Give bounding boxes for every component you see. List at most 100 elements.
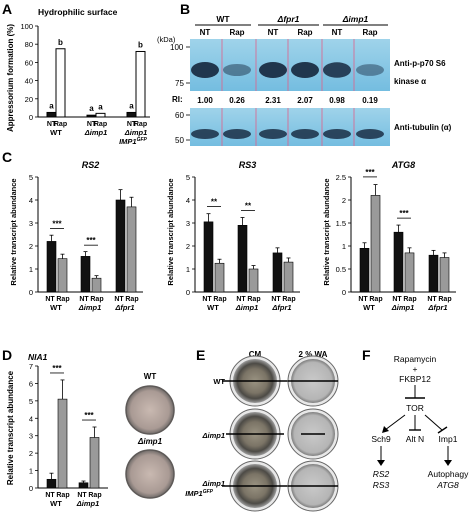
band-top <box>323 62 351 78</box>
x-label-rap: Rap <box>403 296 416 303</box>
x-label-rap: Rap <box>369 296 382 303</box>
sig-stars: *** <box>84 411 94 420</box>
altn-label: Alt N <box>406 434 424 444</box>
x-label-nt: NT <box>45 492 55 499</box>
panel-a-bars: aba a ab <box>46 38 146 118</box>
rs3-label: RS3 <box>373 480 390 490</box>
chart-ylabel: Relative transcript abundance <box>322 178 331 285</box>
y-tick-label: 3 <box>29 219 33 228</box>
x-label-nt: NT <box>427 296 437 303</box>
strain-label: Δimp1 <box>391 303 415 312</box>
ri-value: 1.00 <box>197 96 213 105</box>
strain-label: Δfpr1 <box>271 303 291 312</box>
panel-a-ylabel: Appressorium formation (%) <box>6 24 15 132</box>
bar <box>57 398 68 489</box>
strain-label: Δimp1 <box>78 303 102 312</box>
y-tick-label: 0 <box>342 288 346 297</box>
panel-c-charts: RS2 Relative transcript abundance 0 1 2 3 4 5 NT… <box>9 160 456 312</box>
sig-stars: *** <box>86 236 96 245</box>
blot-headers: WT Δfpr1 Δimp1 NT Rap NT Rap NT Rap <box>195 14 388 37</box>
bar <box>135 50 146 118</box>
mw-60: 60 <box>175 111 184 120</box>
row-label-imp1-comp: Δimp1 <box>201 479 225 488</box>
ri-value: 0.98 <box>329 96 345 105</box>
panel-b-letter: B <box>180 1 190 17</box>
chart-rs3: RS3 Relative transcript abundance 0 1 2 3 4 5 NT… <box>166 160 300 312</box>
chart-title: RS3 <box>239 160 257 170</box>
bar-label: NT <box>127 121 137 128</box>
bar <box>55 48 66 118</box>
significance-letter: a <box>49 101 54 110</box>
strain-header: Δimp1 <box>342 14 369 24</box>
y-tick-label: 5 <box>186 173 190 182</box>
x-label-rap: Rap <box>247 296 260 303</box>
panel-a: A Hydrophilic surface Appressorium forma… <box>2 1 150 146</box>
sig-stars: *** <box>52 219 62 228</box>
panel-e-plates <box>222 355 339 512</box>
x-label-rap: Rap <box>90 296 103 303</box>
y-tick-label: 2 <box>342 196 346 205</box>
bar <box>439 257 450 293</box>
bar <box>203 221 214 293</box>
ri-value: 2.31 <box>265 96 281 105</box>
x-label-rap: Rap <box>438 296 451 303</box>
lane-label: Rap <box>362 28 377 37</box>
chart-title: RS2 <box>82 160 100 170</box>
significance-letter: b <box>138 40 143 49</box>
strain-header: Δfpr1 <box>277 14 300 24</box>
strain-label: Δfpr1 <box>427 303 447 312</box>
plate-wt <box>125 385 175 435</box>
panel-e: E CM 2 % WA WT Δimp1 Δimp1 IMP1GFP <box>185 347 339 512</box>
sch9-label: Sch9 <box>371 434 391 444</box>
imp1-label: Imp1 <box>439 434 458 444</box>
x-label-nt: NT <box>114 296 124 303</box>
plus-label: + <box>413 364 418 374</box>
bar <box>359 248 370 293</box>
bar-label: NT <box>87 121 97 128</box>
x-label-nt: NT <box>392 296 402 303</box>
x-label-rap: Rap <box>88 492 101 499</box>
panel-f-letter: F <box>362 347 371 363</box>
x-label-nt: NT <box>79 296 89 303</box>
group-label-wt: WT <box>50 128 62 137</box>
strain-header: WT <box>216 14 230 24</box>
lane-label: Rap <box>297 28 312 37</box>
x-label-nt: NT <box>236 296 246 303</box>
panel-c-letter: C <box>2 149 12 165</box>
y-tick-label: 0 <box>29 113 33 122</box>
bar <box>46 478 57 489</box>
bar <box>126 206 137 293</box>
panel-d-ylabel: Relative transcript abundance <box>6 370 15 485</box>
sig-stars: ** <box>211 198 218 207</box>
bar <box>393 231 404 293</box>
bar <box>57 258 68 293</box>
y-tick-label: 0 <box>29 484 33 493</box>
group-label-imp1-comp: Δimp1 <box>124 128 148 137</box>
significance-letter: a <box>98 102 103 111</box>
panel-d-gene: NIA1 <box>28 352 48 362</box>
band-bottom <box>291 129 319 139</box>
bar <box>115 199 126 293</box>
ri-value: 2.07 <box>297 96 313 105</box>
plate-imp1 <box>125 449 175 499</box>
blot-bottom <box>190 108 390 146</box>
sig-stars: ** <box>245 201 252 210</box>
y-tick-label: 2 <box>186 242 190 251</box>
y-tick-label: 1 <box>29 467 33 476</box>
bar <box>80 256 91 293</box>
row-label-imp1-gfp: IMP1GFP <box>185 489 213 498</box>
bar-label: Rap <box>134 121 147 128</box>
y-tick-label: 6 <box>29 379 33 388</box>
band-bottom <box>223 129 251 139</box>
bar <box>283 261 294 293</box>
significance-letter: b <box>58 38 63 47</box>
col-header-wa: 2 % WA <box>299 350 328 359</box>
lane-label: NT <box>332 28 343 37</box>
band-bottom <box>191 129 219 139</box>
y-tick-label: 100 <box>20 22 33 31</box>
band-top <box>191 62 219 78</box>
strain-label: WT <box>207 303 219 312</box>
x-label-rap: Rap <box>282 296 295 303</box>
col-header-cm: CM <box>249 350 262 359</box>
